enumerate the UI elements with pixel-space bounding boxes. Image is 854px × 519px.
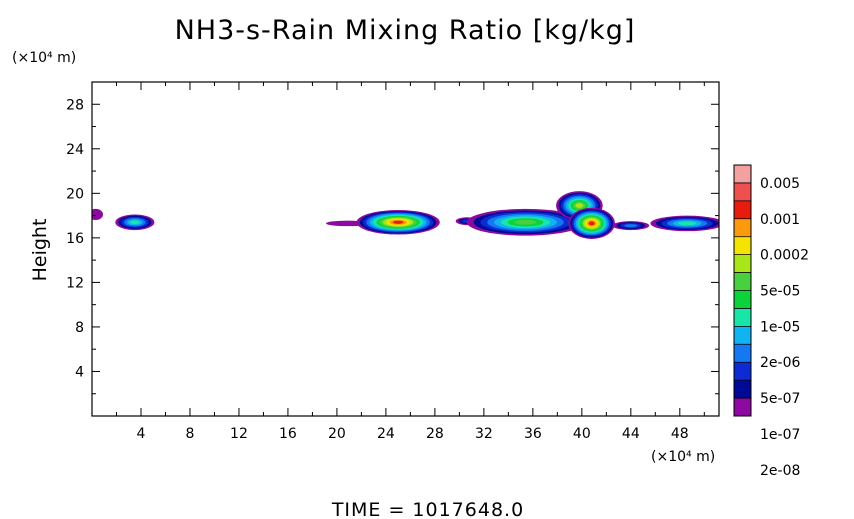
colorbar-swatch xyxy=(734,165,751,183)
x-tick-label: 16 xyxy=(279,426,297,442)
x-tick-label: 32 xyxy=(475,426,493,442)
y-tick-label: 24 xyxy=(66,142,84,158)
colorbar-swatch xyxy=(734,398,751,416)
colorbar-swatch xyxy=(734,326,751,345)
colorbar-swatch xyxy=(734,254,751,273)
colorbar-swatch xyxy=(734,344,751,363)
contour-feature xyxy=(612,221,650,231)
x-axis-unit-label: (×10⁴ m) xyxy=(651,449,715,465)
x-tick-label: 44 xyxy=(622,426,640,442)
x-axis: 4 8 12 16 20 24 28 32 36 40 44 48 xyxy=(115,82,705,442)
colorbar-label: 1e-07 xyxy=(760,427,800,443)
contour-feature xyxy=(92,208,104,221)
x-tick-label: 8 xyxy=(186,426,195,442)
x-tick-label: 40 xyxy=(573,426,591,442)
colorbar-border xyxy=(733,164,752,417)
y-axis-unit-label: (×10⁴ m) xyxy=(12,50,76,66)
colorbar-label: 0.005 xyxy=(760,176,800,192)
y-tick-label: 12 xyxy=(66,275,84,291)
contour-feature xyxy=(650,215,719,232)
colorbar-label: 2e-08 xyxy=(760,463,800,479)
colorbar-label: 1e-05 xyxy=(760,319,800,335)
colorbar: 0.005 0.001 0.0002 5e-05 1e-05 2e-06 5e-07 1e-0… xyxy=(733,164,809,479)
contour-level xyxy=(588,221,595,226)
x-tick-label: 12 xyxy=(230,426,248,442)
time-label: TIME = 1017648.0 xyxy=(331,499,524,519)
colorbar-label: 0.0002 xyxy=(760,248,809,264)
contour-level xyxy=(130,220,140,225)
contour-feature xyxy=(568,207,615,239)
y-tick-label: 28 xyxy=(66,97,84,113)
x-tick-label: 28 xyxy=(426,426,444,442)
colorbar-swatch xyxy=(734,308,751,327)
plot-area xyxy=(92,191,719,239)
contour-level xyxy=(575,203,584,208)
y-axis: 4 8 12 16 20 24 28 xyxy=(66,97,719,395)
colorbar-label: 0.001 xyxy=(760,212,800,228)
colorbar-swatch xyxy=(734,200,751,219)
y-tick-label: 16 xyxy=(66,231,84,247)
y-tick-label: 20 xyxy=(66,186,84,202)
plot-border xyxy=(91,81,720,417)
contour-feature xyxy=(356,210,440,235)
colorbar-swatch xyxy=(734,218,751,237)
colorbar-swatch xyxy=(734,272,751,291)
contour-level xyxy=(92,208,104,221)
x-tick-label: 4 xyxy=(137,426,146,442)
contour-level xyxy=(678,221,697,226)
y-tick-label: 8 xyxy=(75,320,84,336)
colorbar-label: 2e-06 xyxy=(760,355,800,371)
y-tick-label: 4 xyxy=(75,364,84,380)
colorbar-swatch xyxy=(734,236,751,255)
y-axis-label: Height xyxy=(29,219,51,282)
contour-feature xyxy=(466,208,585,236)
colorbar-swatch xyxy=(734,182,751,201)
contour-level xyxy=(514,219,537,225)
x-tick-label: 48 xyxy=(671,426,689,442)
colorbar-label: 5e-05 xyxy=(760,284,800,300)
colorbar-swatch xyxy=(734,290,751,309)
chart-title: NH3-s-Rain Mixing Ratio [kg/kg] xyxy=(175,15,636,46)
colorbar-label: 5e-07 xyxy=(760,391,800,407)
contour-feature xyxy=(115,214,155,231)
colorbar-swatch xyxy=(734,362,751,381)
colorbar-swatch xyxy=(734,380,751,399)
contour-level xyxy=(624,224,638,228)
plot-frame xyxy=(91,81,720,417)
x-tick-label: 24 xyxy=(377,426,395,442)
x-tick-label: 36 xyxy=(524,426,542,442)
x-tick-label: 20 xyxy=(328,426,346,442)
contour-level xyxy=(392,220,404,224)
